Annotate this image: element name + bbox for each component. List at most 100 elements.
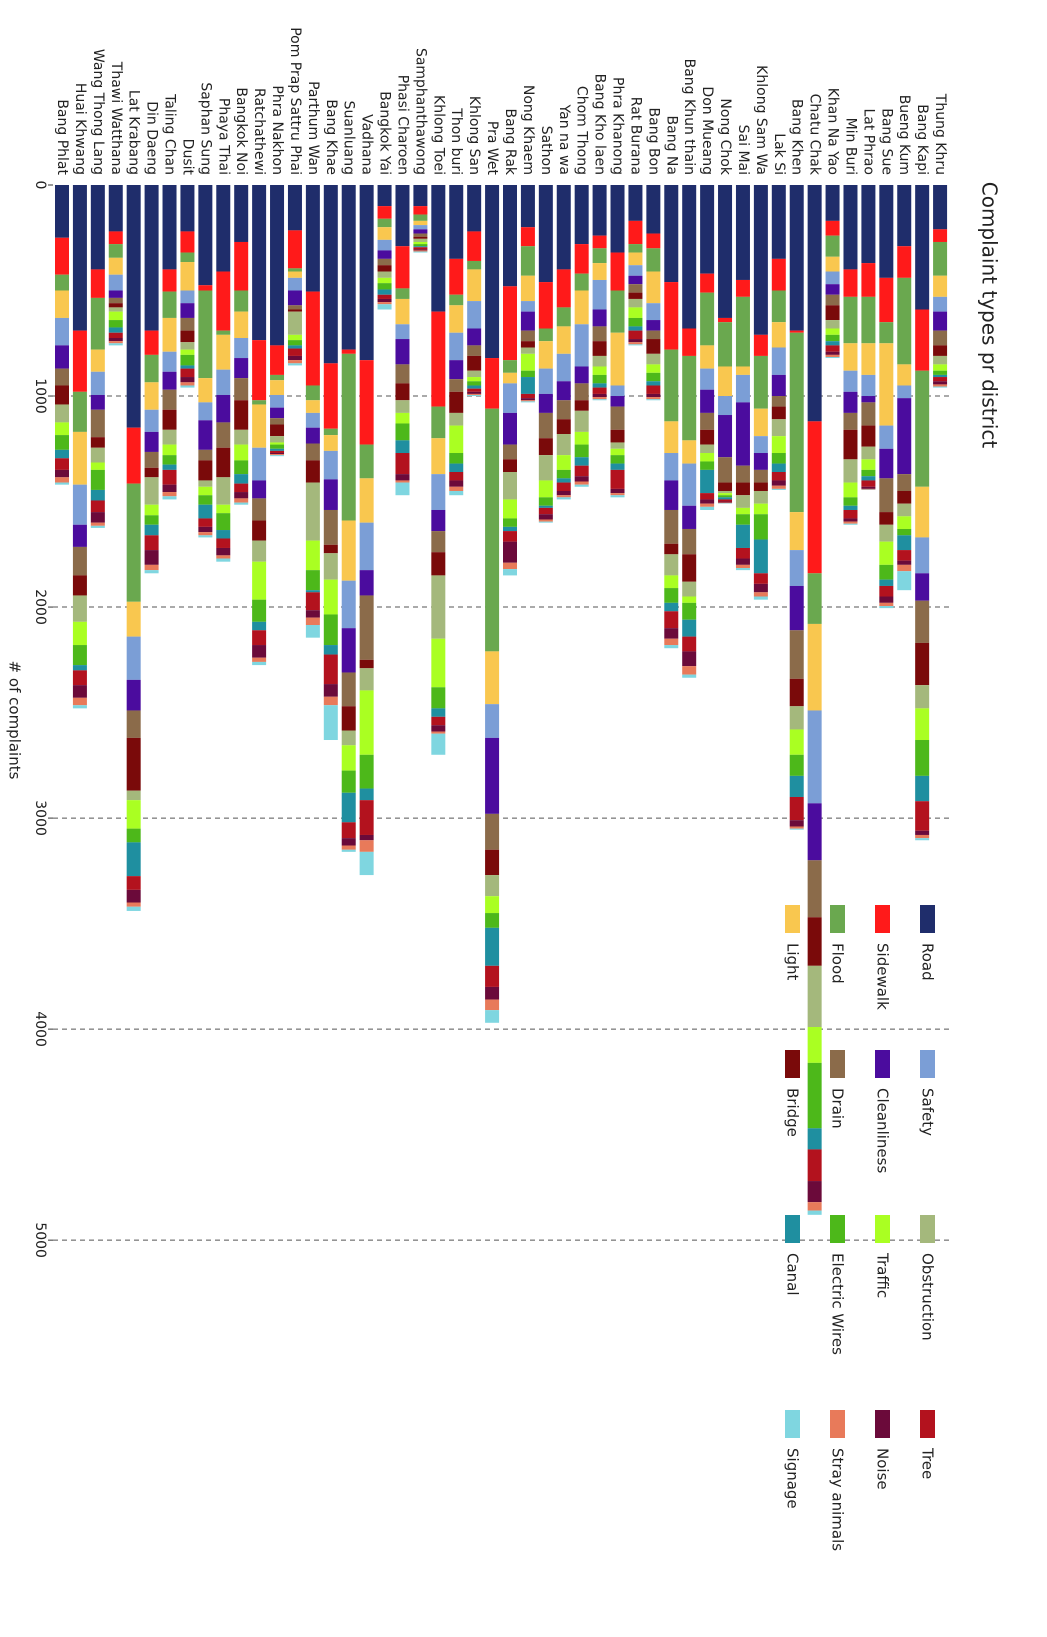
bar-segment (341, 185, 356, 350)
bar-segment (323, 553, 338, 580)
bar-segment (270, 394, 285, 408)
bar-segment (556, 326, 571, 354)
x-tick-label: Rat Burana (627, 97, 643, 175)
bar-segment (162, 469, 177, 485)
bar-segment (413, 206, 428, 215)
bar-segment (270, 444, 285, 449)
bar-segment (395, 246, 410, 289)
bar-segment (359, 754, 374, 789)
bar-segment (144, 524, 159, 536)
bar-segment (753, 334, 768, 356)
bar-segment (503, 444, 517, 460)
bar-segment (879, 185, 894, 278)
bar-segment (55, 274, 69, 291)
bar-segment (198, 535, 213, 538)
bar-segment (771, 436, 786, 454)
bar-segment (503, 531, 517, 542)
bar-segment (431, 575, 446, 639)
bar-segment (503, 185, 517, 287)
bar-segment (735, 185, 750, 280)
bar-segment (628, 339, 643, 343)
bar-segment (395, 480, 410, 483)
bar-segment (933, 296, 948, 312)
bar-segment (413, 247, 428, 250)
bar-segment (395, 412, 410, 424)
bar-segment (323, 435, 338, 451)
bar-segment (574, 484, 589, 487)
x-tick-label: Bang Khae (323, 99, 339, 175)
bar-segment (216, 538, 231, 548)
bar-segment (879, 585, 894, 597)
legend-label: Sidewalk (874, 943, 892, 1010)
bar-segment (879, 541, 894, 565)
bar-segment (789, 330, 804, 333)
bar-segment (395, 440, 410, 454)
bar-segment (55, 345, 69, 369)
bar-segment (449, 463, 464, 472)
bar-segment (574, 481, 589, 485)
bar-segment (897, 490, 912, 504)
bar-segment (234, 378, 249, 401)
legend-label: Canal (784, 1253, 802, 1296)
bar-segment (556, 482, 571, 491)
bar-segment (431, 509, 446, 532)
bar-segment (449, 185, 464, 259)
bar-segment (807, 1202, 822, 1211)
bar-segment (90, 462, 105, 470)
bar-segment (180, 377, 195, 383)
bar-segment (718, 366, 733, 397)
bar-segment (789, 678, 804, 707)
bar-segment (592, 393, 607, 398)
bar-segment (789, 706, 804, 730)
bar-segment (861, 374, 876, 397)
bar-segment (735, 402, 750, 466)
bar-segment (323, 579, 338, 615)
bar-segment (807, 1027, 822, 1063)
bar-segment (252, 404, 267, 448)
bar-segment (646, 271, 661, 304)
bar-segment (270, 453, 285, 455)
bar-segment (431, 716, 446, 726)
bar-segment (305, 610, 320, 618)
bar-segment (592, 341, 607, 356)
bar-segment (520, 227, 535, 247)
x-tick-label: Thon buri (448, 107, 464, 175)
bar-segment (431, 311, 446, 407)
bar-segment (305, 400, 320, 413)
bar-segment (520, 398, 535, 401)
bar-segment (287, 277, 302, 291)
bar-segment (467, 394, 482, 397)
bar-segment (72, 685, 87, 698)
bar-segment (538, 328, 553, 342)
bar-segment (718, 490, 733, 494)
bar-segment (664, 638, 679, 646)
bar-segment (108, 327, 123, 333)
legend-swatch (875, 1215, 890, 1243)
legend-swatch (830, 1215, 845, 1243)
bar-segment (126, 185, 141, 428)
bar-segment (72, 484, 87, 525)
bar-segment (449, 472, 464, 481)
x-tick-label: Chom Thong (574, 86, 590, 175)
x-tick-label: Thawi Watthana (108, 61, 124, 175)
bar-segment (574, 410, 589, 432)
bar-segment (700, 469, 715, 494)
bar-segment (592, 235, 607, 249)
bar-segment (933, 355, 948, 365)
bar-segment (144, 185, 159, 331)
bar-segment (646, 233, 661, 249)
bar-segment (287, 363, 302, 366)
bar-segment (915, 775, 930, 802)
bar-segment (180, 290, 195, 304)
bar-segment (413, 246, 428, 248)
bar-segment (933, 185, 948, 230)
bar-segment (718, 415, 733, 458)
bar-segment (718, 502, 733, 504)
bar-segment (933, 311, 948, 331)
bar-segment (861, 469, 876, 477)
bar-segment (449, 486, 464, 491)
bar-segment (234, 311, 249, 338)
bar-segment (753, 592, 768, 597)
bar-segment (108, 297, 123, 304)
bar-segment (108, 332, 123, 338)
